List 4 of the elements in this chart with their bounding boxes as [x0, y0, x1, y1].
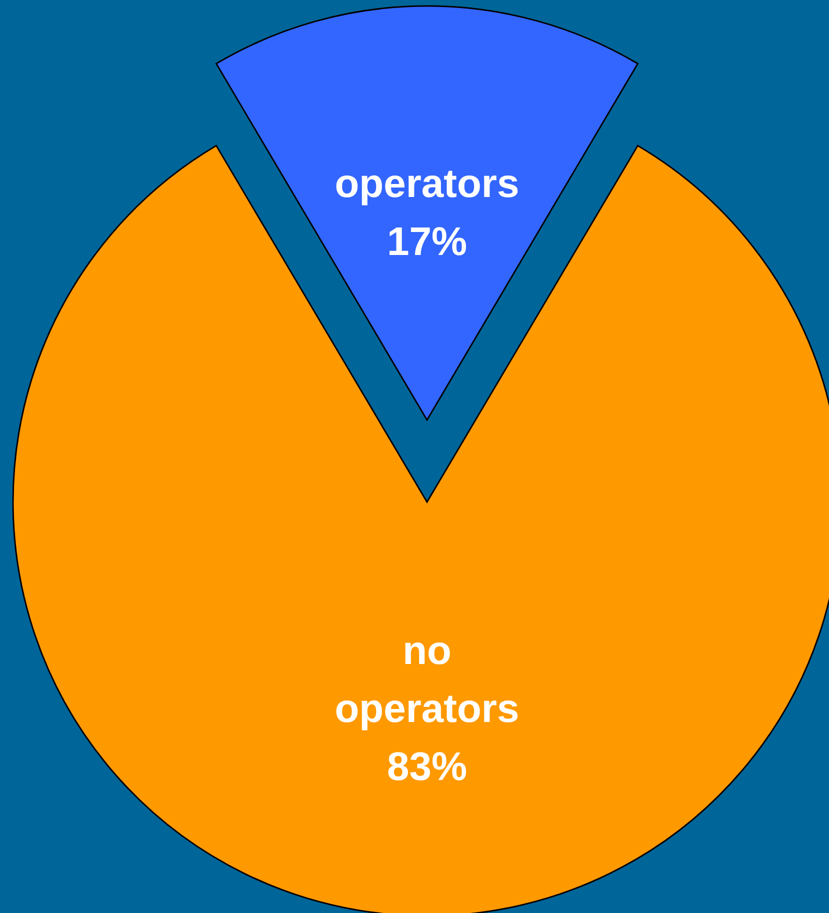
data-label: 17% [386, 220, 468, 264]
slice-label: operators [334, 162, 520, 206]
data-label: 83% [386, 745, 468, 789]
slice-label: no operators [334, 629, 520, 731]
